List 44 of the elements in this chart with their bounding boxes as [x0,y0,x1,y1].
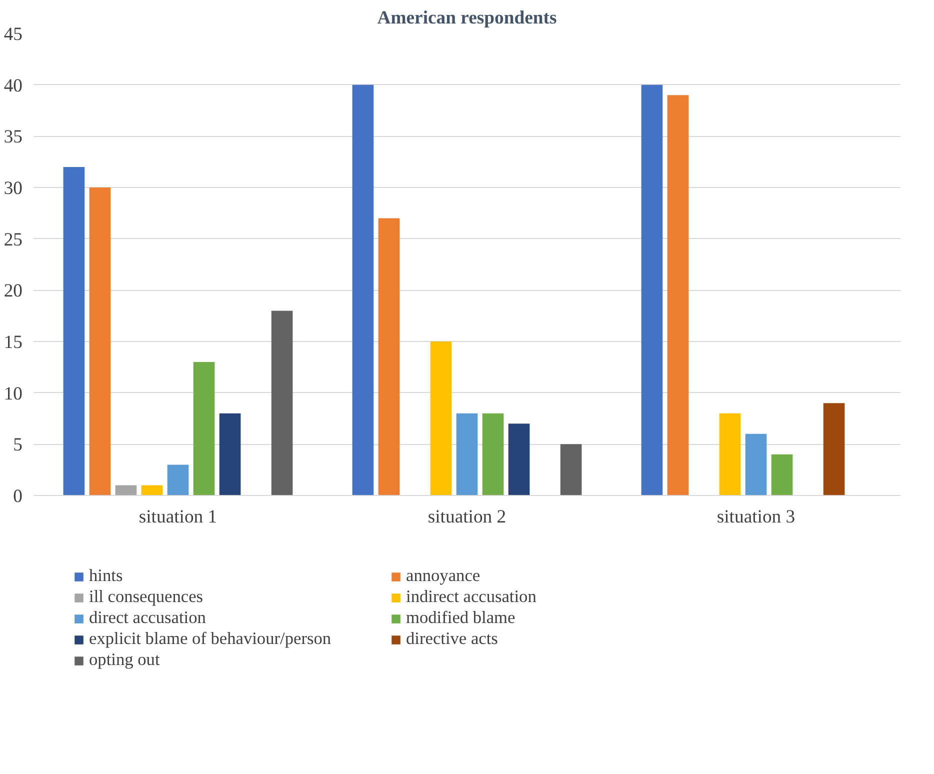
bar [560,444,582,496]
bar [378,218,400,496]
bar [193,362,215,496]
y-tick-label: 10 [4,383,22,404]
y-tick-label: 35 [4,126,22,148]
bar [771,454,793,496]
y-tick-label: 25 [4,229,22,250]
bar [719,413,741,496]
bar [63,166,85,496]
bar [823,403,845,496]
bar [89,188,111,496]
chart-title: American respondents [377,8,557,28]
bar [271,310,293,496]
y-tick-label: 45 [4,24,22,45]
bar [167,464,189,496]
x-tick-label: situation 2 [428,506,506,528]
bar [352,84,374,496]
bar [745,434,767,496]
bar [482,413,504,496]
x-tick-label: situation 1 [138,506,218,528]
x-tick-label: situation 3 [716,506,796,528]
legend-label: directive acts [406,629,499,649]
y-tick-label: 20 [4,280,22,302]
y-tick-label: 0 [13,486,22,507]
legend-label: annoyance [406,566,482,586]
y-tick-label: 30 [4,178,22,199]
bar [430,342,452,496]
legend-label: ill consequences [89,587,204,607]
bar [141,485,163,496]
legend-label: modified blame [406,608,516,628]
bar [456,413,478,496]
bar [641,84,663,496]
y-tick-label: 40 [4,75,22,96]
bar [219,413,241,496]
legend-label: indirect accusation [406,587,538,607]
bar [115,485,137,496]
legend-label: hints [89,566,124,586]
legend-label: explicit blame of behaviour/person [89,629,332,649]
legend-label: direct accusation [89,608,207,628]
y-tick-label: 15 [4,332,22,353]
y-tick-label: 5 [13,434,22,456]
bar [508,424,530,496]
legend-label: opting out [89,650,161,670]
bar [667,95,689,496]
